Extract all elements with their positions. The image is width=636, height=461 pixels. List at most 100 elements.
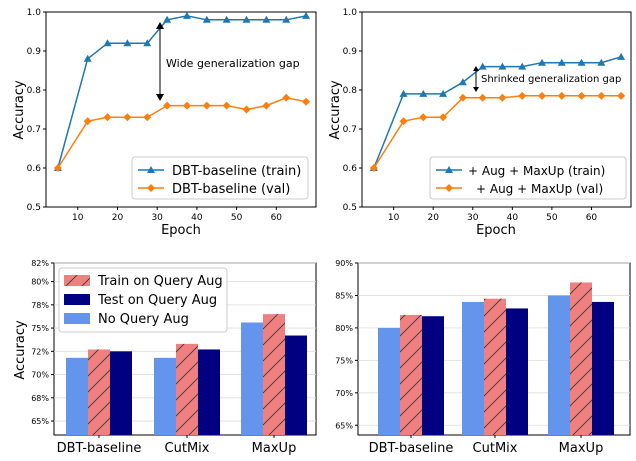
- y-tick-label: 1.0: [343, 8, 358, 18]
- bar-maxup-test-on-query-aug: [592, 301, 614, 435]
- legend-marker-val: [445, 184, 453, 192]
- data-point-dbt-baseline-val: [123, 113, 132, 122]
- bar-hatch-cutmix: [484, 298, 506, 435]
- y-tick-label: 70%: [31, 371, 49, 380]
- data-point-dbt-baseline-train: [103, 39, 112, 47]
- data-point-dbt-baseline-train: [182, 11, 191, 19]
- legend-label-no-query-aug: No Query Aug: [98, 312, 189, 327]
- y-tick-label: 0.6: [27, 164, 42, 174]
- legend: DBT-baseline (train) DBT-baseline (val): [131, 156, 309, 200]
- data-point-dbt-baseline-train: [242, 15, 251, 23]
- data-point-dbt-baseline-val: [143, 113, 152, 122]
- bar-hatch-dbt-baseline: [400, 314, 422, 435]
- y-axis-label: Accuracy: [12, 80, 27, 140]
- line-chart-maxup: 0.5 0.6 0.7 0.8 0.9 1.0 10 20 30 40 50 60 Epoch Acc…: [328, 8, 632, 238]
- y-axis-label: Accuracy: [13, 320, 28, 380]
- legend-label-train: + Aug + MaxUp (train): [468, 164, 605, 178]
- x-tick-label: 40: [191, 213, 203, 223]
- data-point-dbt-baseline-val: [103, 113, 112, 122]
- y-axis-label: Accuracy: [328, 80, 343, 140]
- data-point-aug-maxup-train: [439, 89, 448, 97]
- bar-cutmix-test-on-query-aug: [506, 308, 528, 435]
- data-point-dbt-baseline-train: [282, 15, 291, 23]
- legend-label-test-on-query-aug: Test on Query Aug: [97, 293, 217, 308]
- category-label: MaxUp: [559, 441, 604, 456]
- x-tick-label: 60: [586, 213, 598, 223]
- bar-maxup-no-query-aug: [548, 295, 570, 435]
- data-point-aug-maxup-train: [478, 62, 487, 70]
- y-tick-label: 75%: [31, 324, 49, 333]
- data-point-aug-maxup-val: [617, 91, 626, 100]
- bar-dbt-baseline-no-query-aug: [66, 357, 88, 435]
- bar-cutmix-no-query-aug: [154, 357, 176, 435]
- data-point-aug-maxup-train: [399, 89, 408, 97]
- y-tick-label: 0.9: [27, 47, 42, 57]
- data-point-aug-maxup-val: [537, 91, 546, 100]
- data-point-dbt-baseline-train: [143, 39, 152, 47]
- data-point-aug-maxup-train: [597, 58, 606, 66]
- bar-hatch-cutmix: [176, 343, 198, 435]
- data-point-aug-maxup-val: [577, 91, 586, 100]
- gap-annotation: Shrinked generalization gap: [481, 74, 621, 85]
- data-point-dbt-baseline-train: [222, 15, 231, 23]
- bar-hatch-maxup: [570, 282, 592, 435]
- data-point-dbt-baseline-val: [282, 93, 291, 102]
- y-tick-label: 0.9: [343, 47, 358, 57]
- category-label: CutMix: [473, 441, 518, 456]
- legend-label-val: + Aug + MaxUp (val): [476, 182, 603, 196]
- x-tick-label: 60: [271, 213, 283, 223]
- bar-chart-query-aug-right: 65% 70% 75% 80% 85% 90% DBT-baseline CutMix MaxU…: [335, 259, 631, 456]
- data-point-dbt-baseline-val: [242, 105, 251, 114]
- bar-maxup-test-on-query-aug: [285, 335, 307, 435]
- series-line-dbt-baseline-train: [57, 15, 307, 169]
- line-chart-baseline: 0.5 0.6 0.7 0.8 0.9 1.0 10 20 30 40 50 60 Epoch Acc…: [12, 8, 317, 238]
- data-point-dbt-baseline-val: [163, 101, 172, 110]
- legend-marker-train: [445, 166, 453, 173]
- data-point-aug-maxup-val: [439, 113, 448, 122]
- legend: + Aug + MaxUp (train) + Aug + MaxUp (val…: [429, 156, 627, 200]
- y-tick-label: 82%: [31, 259, 49, 268]
- bar-maxup-no-query-aug: [241, 322, 263, 435]
- data-point-dbt-baseline-train: [302, 11, 311, 19]
- y-tick-label: 0.8: [27, 86, 42, 96]
- bar-cutmix-no-query-aug: [462, 301, 484, 435]
- legend-label-train: DBT-baseline (train): [172, 164, 301, 179]
- legend-swatch-no-query-aug: [64, 313, 90, 324]
- y-tick-label: 0.7: [343, 125, 357, 135]
- x-tick-label: 30: [151, 213, 163, 223]
- data-point-aug-maxup-val: [369, 164, 378, 172]
- y-tick-label: 80%: [335, 324, 353, 333]
- bar-hatch-maxup: [263, 314, 285, 435]
- bar-hatch-dbt-baseline: [88, 349, 110, 435]
- x-tick-label: 10: [72, 213, 84, 223]
- bar-cutmix-test-on-query-aug: [198, 349, 220, 435]
- data-point-dbt-baseline-val: [262, 101, 271, 110]
- data-point-dbt-baseline-train: [163, 15, 172, 23]
- legend-label-train-on-query-aug: Train on Query Aug: [97, 274, 223, 289]
- x-tick-label: 40: [507, 213, 519, 223]
- bar-chart-query-aug-left: 65% 68% 70% 72% 75% 78% 80% 82% DBT-baseline CutM…: [13, 259, 317, 456]
- data-point-dbt-baseline-val: [53, 164, 62, 172]
- plot-frame: [45, 11, 317, 208]
- y-tick-label: 90%: [335, 259, 353, 268]
- y-tick-label: 0.5: [343, 203, 357, 213]
- legend-marker-train: [147, 166, 155, 173]
- data-point-aug-maxup-train: [617, 52, 626, 60]
- data-point-aug-maxup-train: [577, 58, 586, 66]
- data-point-aug-maxup-val: [458, 93, 467, 102]
- data-point-aug-maxup-val: [557, 91, 566, 100]
- data-point-aug-maxup-train: [458, 78, 467, 86]
- x-axis-label: Epoch: [476, 223, 516, 238]
- data-point-aug-maxup-train: [537, 58, 546, 66]
- data-point-aug-maxup-val: [399, 117, 408, 126]
- data-point-dbt-baseline-train: [83, 54, 92, 62]
- legend-swatch-test-on-query-aug: [64, 294, 90, 305]
- x-tick-label: 50: [546, 213, 558, 223]
- y-tick-label: 65%: [335, 421, 353, 430]
- y-tick-label: 70%: [335, 389, 353, 398]
- y-tick-label: 68%: [31, 394, 49, 403]
- x-axis-label: Epoch: [161, 223, 201, 238]
- data-point-aug-maxup-val: [518, 91, 527, 100]
- bar-dbt-baseline-test-on-query-aug: [110, 351, 132, 435]
